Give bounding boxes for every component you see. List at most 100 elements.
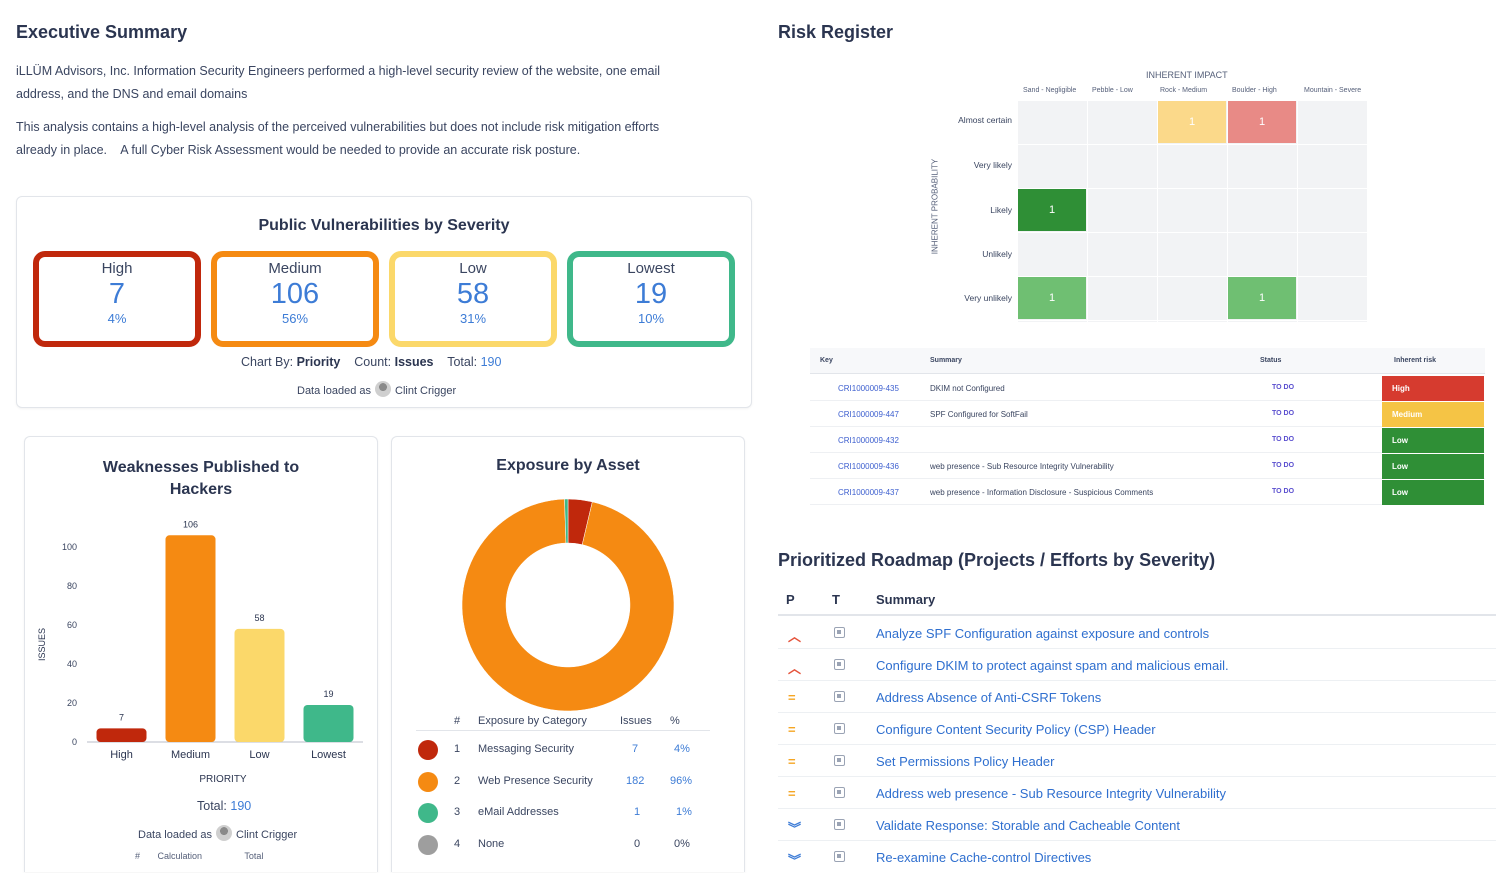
heatmap-grid-line bbox=[1017, 188, 1367, 189]
weak-data-loaded-line: Data loaded as Clint Crigger bbox=[138, 825, 297, 841]
task-type-icon bbox=[834, 755, 845, 766]
donut-slice-web-presence-security bbox=[461, 498, 675, 711]
y-tick-label: 20 bbox=[67, 698, 77, 708]
roadmap-row[interactable]: ︿ Configure DKIM to protect against spam… bbox=[778, 649, 1496, 681]
avatar bbox=[216, 825, 232, 841]
impact-col-labels: Sand - Negligible Pebble - Low Rock - Me… bbox=[1023, 87, 1362, 94]
severity-card-low[interactable]: Low 58 31% bbox=[389, 251, 557, 347]
probability-row-labels: Almost certain Very likely Likely Unlike… bbox=[958, 115, 1012, 303]
roadmap-row[interactable]: = Configure Content Security Policy (CSP… bbox=[778, 713, 1496, 745]
legend-dot-web-presence bbox=[418, 772, 438, 792]
weak-loaded-user[interactable]: Clint Crigger bbox=[236, 829, 298, 841]
risk-table-row[interactable]: CRI1000009-447 SPF Configured for SoftFa… bbox=[810, 402, 1485, 427]
risk-table-row[interactable]: CRI1000009-435 DKIM not Configured TO DO… bbox=[810, 376, 1485, 401]
priority-medium-icon: = bbox=[788, 690, 796, 705]
heatmap-grid-line bbox=[1297, 100, 1298, 322]
heatmap-grid-line bbox=[1087, 100, 1088, 322]
x-tick-label: High bbox=[110, 749, 133, 761]
task-type-icon bbox=[834, 691, 845, 702]
risk-table-header: Key Summary Status Inherent risk bbox=[810, 348, 1485, 374]
priority-high-icon: ︿ bbox=[788, 661, 802, 676]
task-type-icon bbox=[834, 723, 845, 734]
heatmap-grid-line bbox=[1017, 100, 1367, 101]
legend-dot-email bbox=[418, 803, 438, 823]
priority-low-icon: ︾ bbox=[788, 853, 802, 868]
priority-high-icon: ︿ bbox=[788, 629, 802, 644]
chart-config-line: Chart By: Priority Count: Issues Total: … bbox=[241, 355, 502, 369]
exposure-row[interactable]: 4 None 0 0% bbox=[416, 832, 716, 862]
total-link[interactable]: 190 bbox=[480, 355, 502, 369]
exposure-table-header: # Exposure by Category Issues % bbox=[416, 713, 710, 731]
bar-value-label: 58 bbox=[254, 613, 264, 623]
exposure-row[interactable]: 2 Web Presence Security 182 96% bbox=[416, 769, 716, 799]
vulnerabilities-title: Public Vulnerabilities by Severity bbox=[258, 217, 510, 234]
bar-medium bbox=[165, 535, 216, 742]
count-value[interactable]: Issues bbox=[394, 355, 434, 369]
risk-table-row[interactable]: CRI1000009-437 web presence - Informatio… bbox=[810, 480, 1485, 505]
vulnerabilities-card: Public Vulnerabilities by Severity High … bbox=[16, 196, 752, 408]
heatmap-grid-line bbox=[1227, 100, 1228, 322]
roadmap-row[interactable]: = Address web presence - Sub Resource In… bbox=[778, 777, 1496, 809]
weaknesses-title: Weaknesses Published to Hackers bbox=[102, 459, 300, 498]
avatar bbox=[375, 381, 391, 397]
risk-badge-high: High bbox=[1382, 376, 1484, 401]
heatmap-grid-line bbox=[1017, 276, 1367, 277]
severity-card-medium[interactable]: Medium 106 56% bbox=[211, 251, 379, 347]
severity-card-high[interactable]: High 7 4% bbox=[33, 251, 201, 347]
task-type-icon bbox=[834, 819, 845, 830]
x-axis-label: PRIORITY bbox=[199, 774, 247, 785]
roadmap-title: Prioritized Roadmap (Projects / Efforts … bbox=[778, 550, 1216, 570]
chart-by-value[interactable]: Priority bbox=[296, 355, 341, 369]
heatmap-cell[interactable]: 1 bbox=[1228, 277, 1296, 319]
risk-badge-low: Low bbox=[1382, 454, 1484, 479]
bar-value-label: 19 bbox=[323, 689, 333, 699]
priority-medium-icon: = bbox=[788, 786, 796, 801]
loaded-user[interactable]: Clint Crigger bbox=[395, 385, 457, 397]
data-loaded-line: Data loaded as Clint Crigger bbox=[297, 381, 456, 397]
heatmap-cell[interactable]: 1 bbox=[1018, 189, 1086, 231]
risk-badge-low: Low bbox=[1382, 428, 1484, 453]
weak-total-link[interactable]: 190 bbox=[230, 799, 252, 813]
bar-value-label: 106 bbox=[183, 519, 198, 529]
heatmap-cell[interactable]: 1 bbox=[1228, 101, 1296, 143]
task-type-icon bbox=[834, 659, 845, 670]
roadmap-row[interactable]: ︿ Analyze SPF Configuration against expo… bbox=[778, 617, 1496, 649]
impact-axis-title: INHERENT IMPACT bbox=[1146, 70, 1228, 80]
heatmap-grid-line bbox=[1367, 100, 1368, 322]
roadmap-row[interactable]: = Address Absence of Anti-CSRF Tokens bbox=[778, 681, 1496, 713]
bar-high bbox=[96, 728, 147, 742]
heatmap-cell[interactable]: 1 bbox=[1018, 277, 1086, 319]
heatmap-grid-line bbox=[1017, 320, 1367, 321]
bar-value-label: 7 bbox=[119, 712, 124, 722]
task-type-icon bbox=[834, 627, 845, 638]
roadmap-row[interactable]: = Set Permissions Policy Header bbox=[778, 745, 1496, 777]
heatmap-grid-line bbox=[1017, 232, 1367, 233]
legend-dot-none bbox=[418, 835, 438, 855]
severity-card-lowest[interactable]: Lowest 19 10% bbox=[567, 251, 735, 347]
weak-total-line: Total: 190 bbox=[197, 799, 252, 813]
exposure-row[interactable]: 1 Messaging Security 7 4% bbox=[416, 737, 716, 767]
x-tick-label: Medium bbox=[171, 749, 210, 761]
task-type-icon bbox=[834, 787, 845, 798]
risk-badge-low: Low bbox=[1382, 480, 1484, 505]
x-tick-label: Lowest bbox=[311, 749, 346, 761]
risk-badge-medium: Medium bbox=[1382, 402, 1484, 427]
exposure-title: Exposure by Asset bbox=[496, 457, 640, 474]
exposure-donut-chart bbox=[461, 498, 675, 711]
task-type-icon bbox=[834, 851, 845, 862]
risk-table-row[interactable]: CRI1000009-436 web presence - Sub Resour… bbox=[810, 454, 1485, 479]
roadmap-header: P T Summary bbox=[778, 586, 1496, 616]
roadmap-row[interactable]: ︾ Validate Response: Storable and Cachea… bbox=[778, 809, 1496, 841]
heatmap-cell[interactable]: 1 bbox=[1158, 101, 1226, 143]
heatmap-grid-line bbox=[1157, 100, 1158, 322]
exposure-card: Exposure by Asset # Exposure by Category… bbox=[391, 436, 745, 872]
risk-register-title: Risk Register bbox=[778, 22, 894, 42]
y-tick-label: 0 bbox=[72, 737, 77, 747]
risk-table-row[interactable]: CRI1000009-432 TO DO Low bbox=[810, 428, 1485, 453]
y-tick-label: 100 bbox=[62, 542, 77, 552]
roadmap-row[interactable]: ︾ Re-examine Cache-control Directives bbox=[788, 850, 1092, 868]
priority-low-icon: ︾ bbox=[788, 821, 802, 836]
exposure-row[interactable]: 3 eMail Addresses 1 1% bbox=[416, 800, 716, 830]
executive-summary-title: Executive Summary bbox=[16, 22, 188, 42]
priority-medium-icon: = bbox=[788, 722, 796, 737]
